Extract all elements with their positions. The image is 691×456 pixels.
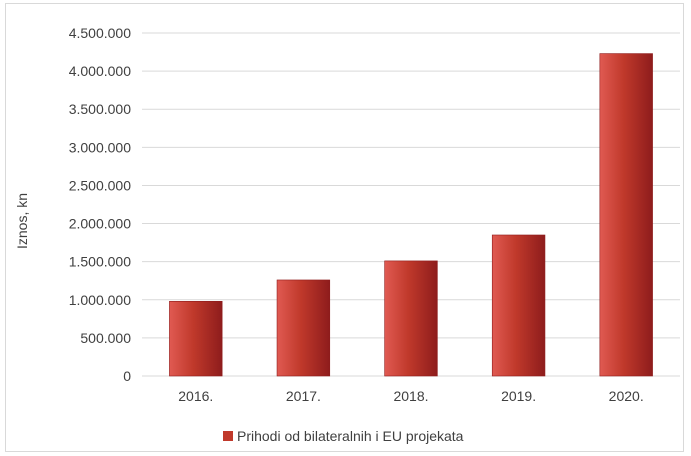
y-axis-label: Iznos, kn <box>14 193 30 249</box>
x-tick-label: 2019. <box>501 388 536 404</box>
x-tick-label: 2018. <box>393 388 428 404</box>
y-tick-label: 1.000.000 <box>69 292 131 308</box>
gridlines <box>142 32 680 377</box>
y-tick-label: 0 <box>123 368 131 384</box>
x-tick-label: 2016. <box>178 388 213 404</box>
y-tick-label: 4.000.000 <box>69 63 131 79</box>
bar-2020 <box>599 53 653 377</box>
y-tick-label: 3.500.000 <box>69 101 131 117</box>
y-tick-label: 2.000.000 <box>69 216 131 232</box>
legend-swatch <box>223 431 233 441</box>
x-axis-tick-labels: 2016. 2017. 2018. 2019. 2020. <box>178 388 643 404</box>
x-tick-label: 2020. <box>609 388 644 404</box>
y-tick-label: 500.000 <box>80 330 131 346</box>
bar-2019 <box>491 234 546 377</box>
y-tick-label: 3.000.000 <box>69 139 131 155</box>
bars <box>169 53 653 377</box>
chart-frame <box>5 3 684 452</box>
y-axis-tick-labels: 0 500.000 1.000.000 1.500.000 2.000.000 2.500… <box>69 25 132 384</box>
bar-2018 <box>384 260 438 377</box>
x-tick-label: 2017. <box>286 388 321 404</box>
legend: Prihodi od bilateralnih i EU projekata <box>223 428 464 444</box>
legend-label: Prihodi od bilateralnih i EU projekata <box>237 428 464 444</box>
y-tick-label: 2.500.000 <box>69 177 131 193</box>
bar-2017 <box>276 279 331 377</box>
y-tick-label: 4.500.000 <box>69 25 131 41</box>
y-tick-label: 1.500.000 <box>69 254 131 270</box>
bar-2016 <box>169 301 223 377</box>
